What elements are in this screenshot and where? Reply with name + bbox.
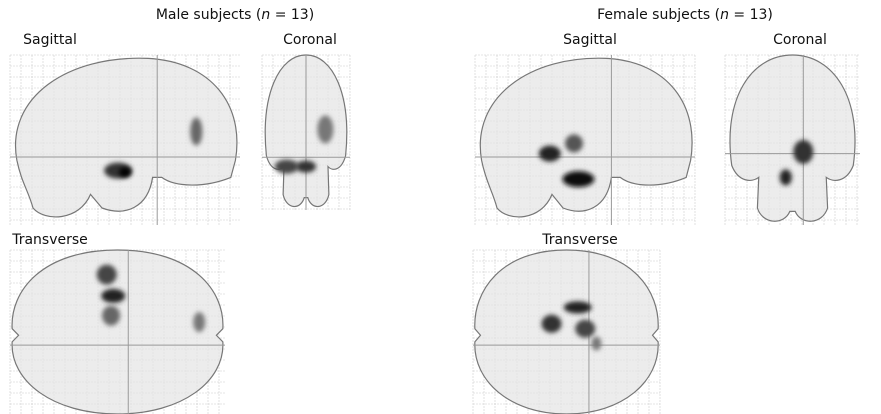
panel-title: Male subjects (n = 13)	[156, 7, 314, 23]
view-label: Transverse	[11, 232, 88, 248]
view-label: Transverse	[541, 232, 618, 248]
title-variable: n	[261, 7, 270, 23]
activation-blob	[779, 169, 792, 186]
activation-blob	[101, 288, 126, 303]
activation-blob	[193, 312, 206, 333]
activation-blob	[541, 314, 562, 333]
activation-blob	[274, 159, 299, 174]
activation-blob	[591, 336, 602, 351]
activation-blob	[296, 160, 316, 173]
activation-blob	[119, 167, 131, 178]
brain-views	[10, 55, 860, 414]
brain-outline	[730, 55, 855, 221]
activation-blob	[538, 145, 561, 162]
brain-view	[475, 55, 695, 225]
activation-blob	[96, 264, 117, 285]
view-label: Coronal	[283, 32, 337, 48]
view-label: Sagittal	[563, 32, 617, 48]
title-text: Female subjects (	[597, 7, 720, 23]
brain-view	[10, 250, 225, 414]
panel-title: Female subjects (n = 13)	[597, 7, 773, 23]
activation-blob	[317, 115, 334, 144]
brain-outline	[16, 58, 237, 217]
activation-blob	[562, 171, 595, 188]
view-label: Sagittal	[23, 32, 77, 48]
brain-outline	[475, 250, 658, 414]
activation-blob	[565, 134, 583, 153]
activation-blob	[563, 301, 592, 314]
title-text: = 13)	[270, 7, 314, 23]
title-text: = 13)	[729, 7, 773, 23]
activation-blob	[102, 305, 121, 326]
brain-view	[10, 55, 240, 225]
view-label: Coronal	[773, 32, 827, 48]
activation-blob	[793, 139, 814, 164]
brain-view	[262, 55, 350, 210]
brain-view	[725, 55, 860, 225]
brain-outline	[12, 250, 223, 414]
activation-blob	[190, 117, 203, 146]
title-text: Male subjects (	[156, 7, 262, 23]
brain-outline	[480, 58, 692, 217]
activation-blob	[575, 319, 596, 338]
title-variable: n	[720, 7, 729, 23]
brain-view	[473, 250, 660, 414]
